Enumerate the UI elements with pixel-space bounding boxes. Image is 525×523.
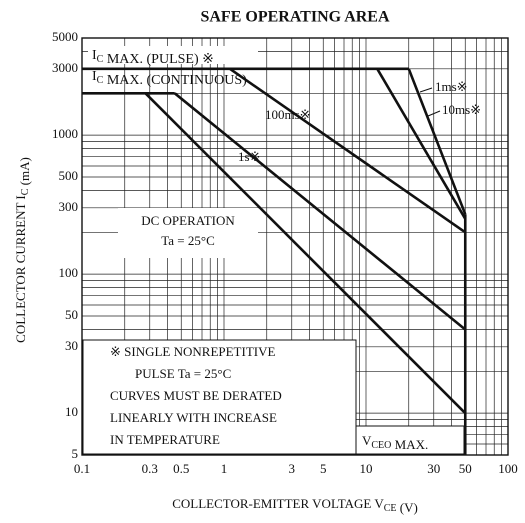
- y-tick-label: 10: [65, 404, 78, 419]
- plot-frame: [81, 37, 509, 456]
- curve-label: 10ms※: [442, 102, 481, 117]
- soa-curve: [376, 68, 467, 220]
- y-tick-label: 3000: [52, 60, 78, 75]
- x-tick-label: 0.5: [173, 461, 189, 476]
- curve-label-part: 100ms※: [265, 107, 311, 122]
- x-tick-label: 0.3: [142, 461, 158, 476]
- x-tick-label: 3: [289, 461, 296, 476]
- curve-label-part: MAX.: [391, 437, 428, 452]
- pointer: [427, 110, 441, 117]
- dc-box: [118, 208, 258, 258]
- y-tick-label: 1000: [52, 126, 78, 141]
- curve-label-sub: C: [97, 54, 104, 65]
- curve-label: VCEO MAX.: [362, 433, 428, 452]
- curve-label-part: I: [92, 69, 97, 84]
- note-line: PULSE Ta = 25°C: [135, 366, 231, 381]
- curve-label-part: 1s※: [238, 149, 260, 164]
- curve-label-sub: C: [97, 75, 104, 86]
- curve-label-part: DC OPERATION: [141, 213, 235, 228]
- y-tick-label: 300: [59, 199, 79, 214]
- x-tick-label: 5: [320, 461, 327, 476]
- curve-label: 1s※: [238, 149, 260, 164]
- annotation: Ta = 25°C: [161, 233, 215, 248]
- x-axis-label-part: COLLECTOR-EMITTER VOLTAGE V: [172, 496, 384, 511]
- y-axis-label: COLLECTOR CURRENT IC (mA): [13, 157, 32, 343]
- x-axis-label: COLLECTOR-EMITTER VOLTAGE VCE (V): [172, 496, 418, 515]
- soa-curve: [229, 67, 466, 234]
- note-box: [82, 339, 357, 455]
- x-tick-label: 30: [427, 461, 440, 476]
- x-tick-label: 50: [459, 461, 472, 476]
- soa-curve: [407, 68, 467, 215]
- y-tick-label: 50: [65, 307, 78, 322]
- x-tick-label: 10: [360, 461, 373, 476]
- curve-label: 100ms※: [265, 107, 311, 122]
- x-axis-label-sub: CE: [384, 503, 397, 514]
- curve-label: IC MAX. (PULSE) ※: [92, 48, 214, 67]
- y-axis-label-part: (mA): [17, 157, 32, 188]
- x-axis-label-part: (V): [397, 500, 418, 515]
- y-tick-label: 5: [72, 446, 79, 461]
- y-tick-label: 5000: [52, 29, 78, 44]
- x-tick-label: 100: [498, 461, 518, 476]
- x-tick-label: 1: [221, 461, 228, 476]
- curve-label-part: 1ms※: [435, 79, 468, 94]
- curve-label-part: V: [362, 433, 372, 448]
- y-tick-label: 100: [59, 265, 79, 280]
- curve-label-part: I: [92, 48, 97, 63]
- curve-label-part: MAX. (CONTINUOUS): [103, 73, 247, 88]
- x-tick-label: 0.1: [74, 461, 90, 476]
- soa-curve: [173, 92, 467, 331]
- note-line: IN TEMPERATURE: [110, 432, 220, 447]
- chart-title: SAFE OPERATING AREA: [200, 9, 390, 26]
- pulse-box: [88, 46, 258, 64]
- curve-label-part: MAX. (PULSE) ※: [103, 52, 214, 67]
- curve-label: DC OPERATION: [141, 213, 235, 228]
- y-tick-label: 30: [65, 338, 78, 353]
- curve-label-sub: CEO: [371, 440, 391, 451]
- soa-curve: [144, 92, 467, 415]
- pointer: [419, 87, 433, 93]
- note-line: ※ SINGLE NONREPETITIVE: [110, 344, 275, 359]
- curve-label-part: 10ms※: [442, 102, 481, 117]
- note-line: LINEARLY WITH INCREASE: [110, 410, 277, 425]
- y-axis-label-sub: C: [20, 188, 31, 195]
- curve-label: IC MAX. (CONTINUOUS): [92, 69, 247, 88]
- curve-label: 1ms※: [435, 79, 468, 94]
- y-tick-label: 500: [59, 168, 79, 183]
- y-axis-label-part: COLLECTOR CURRENT I: [13, 195, 28, 343]
- note-line: CURVES MUST BE DERATED: [110, 388, 282, 403]
